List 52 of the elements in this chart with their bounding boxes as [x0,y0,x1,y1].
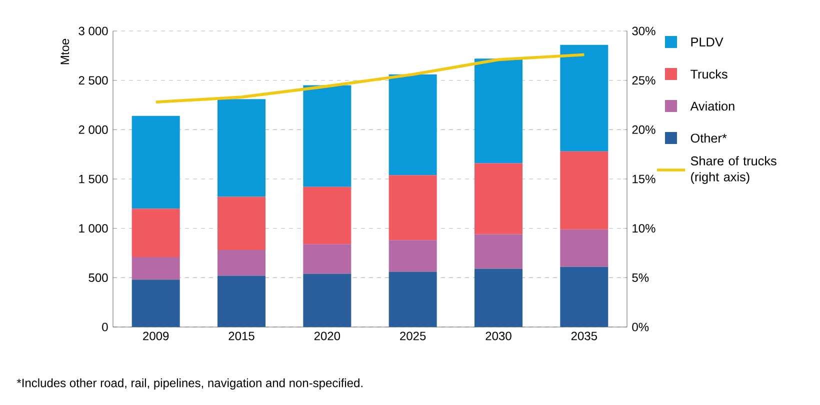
y-axis-title: Mtoe [60,38,70,64]
legend-label: Aviation [690,101,734,111]
x-tick-label: 2025 [400,332,426,340]
bar [474,268,522,328]
bar [303,85,352,187]
x-tick-label: 2015 [228,332,254,340]
bar [132,280,180,328]
y-tick-label: 2 500 [78,76,108,85]
bar [388,272,437,328]
bar [560,44,608,152]
y2-tick-label: 5% [632,273,649,282]
bar [303,244,352,274]
y2-tick-label: 20% [632,125,656,134]
bar [218,276,266,328]
bar [474,163,522,234]
y-tick-label: 1 000 [79,224,108,233]
bar [218,196,266,250]
y-tick-label: 0 [102,322,108,332]
bar [474,58,522,164]
y2-tick-label: 10% [632,224,656,233]
bar [560,266,608,328]
bar [474,234,522,269]
bar [218,250,266,276]
bar [303,186,352,244]
y-tick-label: 2 000 [78,125,108,134]
legend-label: Trucks [690,69,728,79]
bar [388,240,437,272]
x-tick-label: 2035 [571,332,597,340]
y2-tick-label: 0% [632,322,649,332]
bar [132,116,180,209]
text: *Includes other road, rail, pipelines, navigation and non-specified. [16,378,362,390]
bar [303,274,352,328]
line-series [154,53,586,104]
bar [560,151,608,230]
bar [388,74,437,176]
legend-label: Share of trucks (right axis) [690,156,776,184]
y2-tick-label: 25% [632,76,656,85]
bar [560,229,608,267]
y2-tick-label: 30% [632,26,656,36]
y-tick-label: 1 500 [79,174,108,184]
legend-label: Other* [690,133,727,143]
bar [218,99,266,197]
x-tick-label: 2020 [314,332,340,340]
bar [388,175,437,240]
y-tick-label: 3 000 [78,26,108,36]
y-tick-label: 500 [88,273,108,282]
x-tick-label: 2030 [486,332,512,340]
y2-tick-label: 15% [632,174,656,184]
bar [132,208,180,257]
legend-label: PLDV [691,38,724,46]
bar [132,256,180,280]
x-tick-label: 2009 [143,332,169,340]
